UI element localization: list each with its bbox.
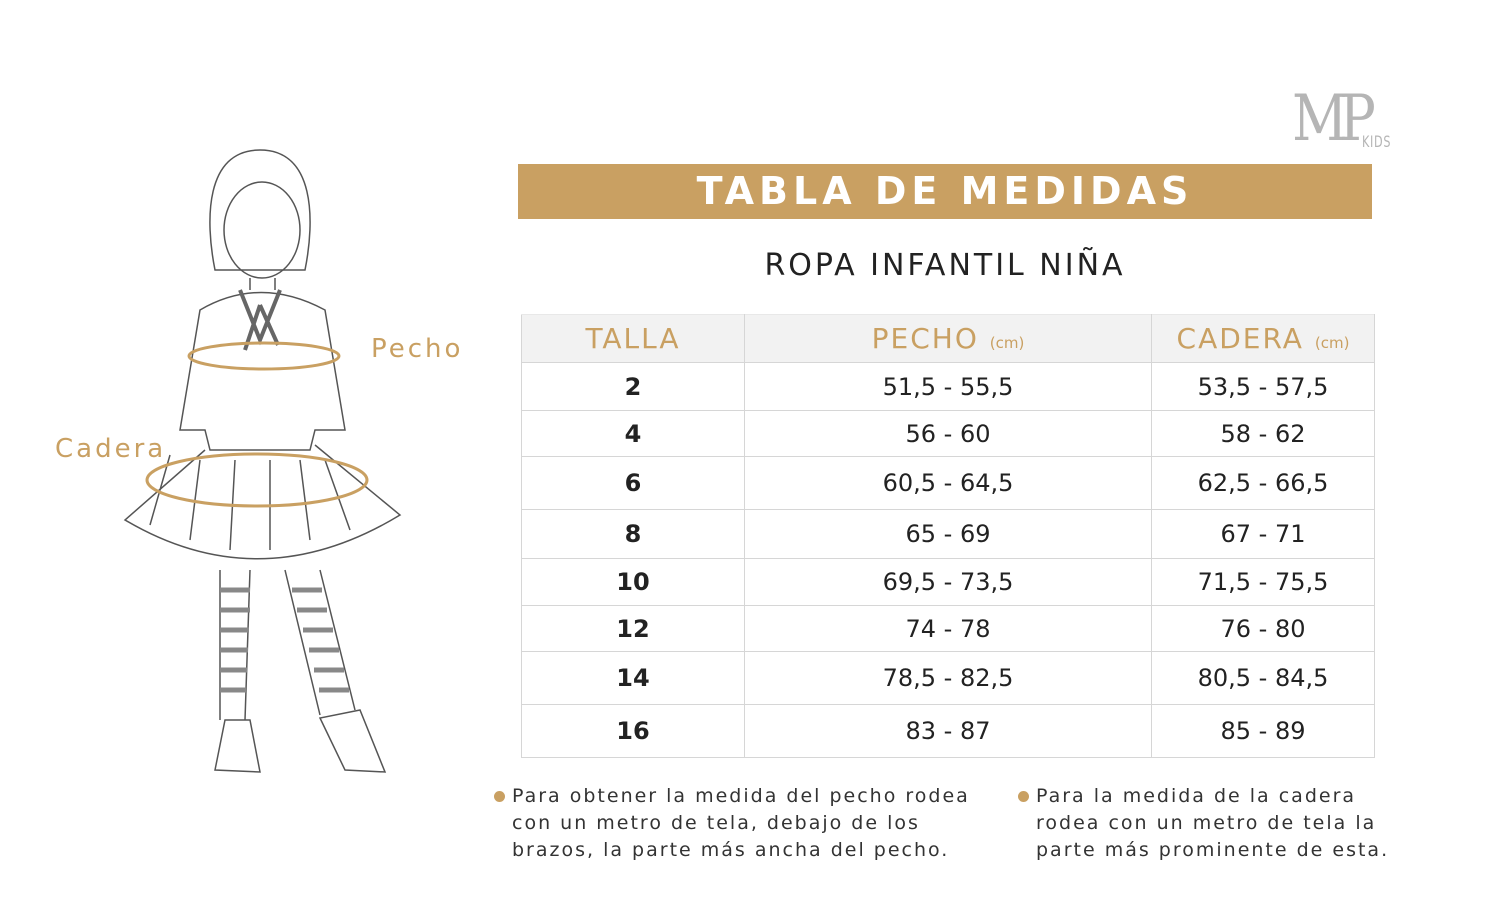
header-label: PECHO <box>871 322 979 355</box>
size-cell: 12 <box>521 605 745 652</box>
header-label: CADERA <box>1176 322 1304 355</box>
chest-cell: 69,5 - 73,5 <box>744 558 1152 606</box>
hip-cell: 62,5 - 66,5 <box>1151 456 1375 510</box>
header-talla: TALLA <box>521 314 745 363</box>
bullet-icon <box>1018 791 1029 802</box>
note-chest: Para obtener la medida del pecho rodea c… <box>494 783 970 864</box>
note-line: brazos, la parte más ancha del pecho. <box>512 839 950 861</box>
note-line: Para obtener la medida del pecho rodea <box>512 785 970 807</box>
header-label: TALLA <box>585 322 681 355</box>
note-hip: Para la medida de la cadera rodea con un… <box>1018 783 1390 864</box>
table-row: 2 51,5 - 55,5 53,5 - 57,5 <box>521 362 1375 411</box>
hip-cell: 71,5 - 75,5 <box>1151 558 1375 606</box>
chest-label: Pecho <box>371 334 464 364</box>
hip-cell: 85 - 89 <box>1151 704 1375 758</box>
hip-cell: 58 - 62 <box>1151 410 1375 457</box>
note-line: rodea con un metro de tela la <box>1036 812 1377 834</box>
table-row: 10 69,5 - 73,5 71,5 - 75,5 <box>521 558 1375 606</box>
size-cell: 10 <box>521 558 745 606</box>
girl-illustration <box>123 149 402 773</box>
hip-label: Cadera <box>55 434 167 464</box>
table-row: 14 78,5 - 82,5 80,5 - 84,5 <box>521 651 1375 705</box>
hip-cell: 67 - 71 <box>1151 509 1375 559</box>
size-cell: 8 <box>521 509 745 559</box>
size-cell: 16 <box>521 704 745 758</box>
note-line: parte más prominente de esta. <box>1036 839 1390 861</box>
chest-cell: 83 - 87 <box>744 704 1152 758</box>
header-cadera: CADERA (cm) <box>1151 314 1375 363</box>
chest-cell: 56 - 60 <box>744 410 1152 457</box>
page-title: TABLA DE MEDIDAS <box>518 164 1372 219</box>
hip-cell: 80,5 - 84,5 <box>1151 651 1375 705</box>
bullet-icon <box>494 791 505 802</box>
header-pecho: PECHO (cm) <box>744 314 1152 363</box>
page-subtitle: ROPA INFANTIL NIÑA <box>764 248 1126 283</box>
size-cell: 4 <box>521 410 745 457</box>
header-unit: (cm) <box>1314 334 1350 352</box>
table-row: 12 74 - 78 76 - 80 <box>521 605 1375 652</box>
table-row: 6 60,5 - 64,5 62,5 - 66,5 <box>521 456 1375 510</box>
chest-cell: 74 - 78 <box>744 605 1152 652</box>
note-line: Para la medida de la cadera <box>1036 785 1357 807</box>
hip-cell: 53,5 - 57,5 <box>1151 362 1375 411</box>
chest-cell: 60,5 - 64,5 <box>744 456 1152 510</box>
logo-sub: KIDS <box>1362 132 1392 151</box>
table-row: 16 83 - 87 85 - 89 <box>521 704 1375 758</box>
logo-mark: MP <box>1292 82 1376 156</box>
size-table: TALLA PECHO (cm) CADERA (cm) 2 51,5 - 55,… <box>521 314 1375 758</box>
size-cell: 2 <box>521 362 745 411</box>
chest-cell: 51,5 - 55,5 <box>744 362 1152 411</box>
table-row: 8 65 - 69 67 - 71 <box>521 509 1375 559</box>
table-row: 4 56 - 60 58 - 62 <box>521 410 1375 457</box>
chest-cell: 65 - 69 <box>744 509 1152 559</box>
chest-cell: 78,5 - 82,5 <box>744 651 1152 705</box>
note-line: con un metro de tela, debajo de los <box>512 812 920 834</box>
table-header-row: TALLA PECHO (cm) CADERA (cm) <box>521 314 1375 363</box>
size-cell: 6 <box>521 456 745 510</box>
brand-logo: MP KIDS <box>1292 82 1402 158</box>
hip-cell: 76 - 80 <box>1151 605 1375 652</box>
size-cell: 14 <box>521 651 745 705</box>
header-unit: (cm) <box>989 334 1025 352</box>
